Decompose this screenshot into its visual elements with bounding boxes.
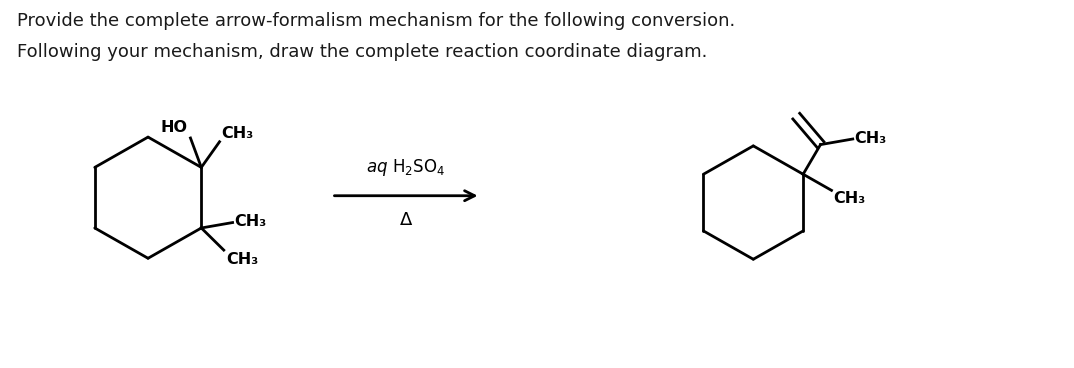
Text: $\mathit{aq}$ H$_2$SO$_4$: $\mathit{aq}$ H$_2$SO$_4$ bbox=[366, 157, 446, 178]
Text: CH₃: CH₃ bbox=[221, 126, 253, 141]
Text: Δ: Δ bbox=[400, 211, 412, 229]
Text: CH₃: CH₃ bbox=[234, 214, 266, 229]
Text: HO: HO bbox=[160, 120, 188, 135]
Text: Provide the complete arrow-formalism mechanism for the following conversion.: Provide the complete arrow-formalism mec… bbox=[17, 12, 736, 30]
Text: CH₃: CH₃ bbox=[855, 131, 887, 145]
Text: CH₃: CH₃ bbox=[833, 191, 866, 206]
Text: Following your mechanism, draw the complete reaction coordinate diagram.: Following your mechanism, draw the compl… bbox=[17, 43, 708, 61]
Text: CH₃: CH₃ bbox=[226, 252, 258, 267]
